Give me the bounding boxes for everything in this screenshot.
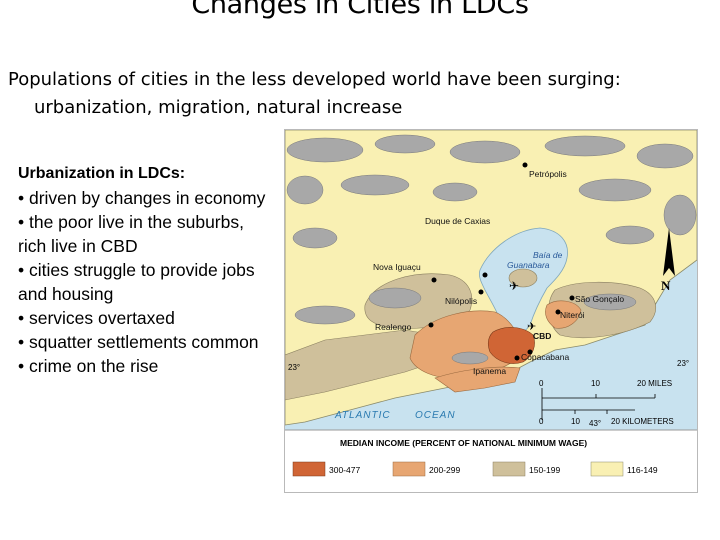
- legend-items: 300-477 200-299 150-199 116-149: [292, 461, 658, 477]
- intro-line-1: Populations of cities in the less develo…: [8, 69, 621, 90]
- label-copacabana: Copacabana: [521, 352, 569, 362]
- legend-label: 150-199: [529, 465, 560, 475]
- page-title: Changes in Cities in LDCs: [191, 0, 529, 20]
- scale-miles-10: 10: [591, 379, 600, 388]
- mountain-areas: [286, 134, 697, 365]
- intro-text: Populations of cities in the less develo…: [8, 66, 713, 122]
- label-ipanema: Ipanema: [473, 366, 506, 376]
- latitude-left: 23°: [288, 363, 300, 372]
- label-ocean-1: ATLANTIC: [334, 410, 391, 421]
- scale-bar: [541, 388, 656, 420]
- scale-km-0: 0: [539, 417, 544, 426]
- intro-line-2: urbanization, migration, natural increas…: [34, 97, 403, 118]
- legend-panel: [285, 430, 697, 492]
- legend-label: 116-149: [627, 465, 658, 475]
- label-cbd: CBD: [533, 331, 551, 341]
- label-realengo: Realengo: [375, 322, 412, 332]
- bullet-item: • squatter settlements common: [18, 332, 259, 352]
- zone-200-299-south: [434, 366, 521, 393]
- bullet-list: Urbanization in LDCs: • driven by change…: [18, 162, 268, 378]
- bullet-item: • cities struggle to provide jobs and ho…: [18, 260, 255, 304]
- city-dots: [428, 162, 575, 361]
- bullet-heading: Urbanization in LDCs:: [18, 165, 186, 182]
- longitude-mark: 43°: [589, 419, 601, 428]
- label-nova-iguacu: Nova Iguaçu: [373, 262, 421, 272]
- latitude-right: 23°: [677, 359, 689, 368]
- rio-income-map: ✈ ✈ Petrópolis Duque de Caxias Nova Igua…: [284, 129, 698, 493]
- legend-swatch: [292, 461, 326, 477]
- legend-label: 300-477: [329, 465, 360, 475]
- label-petropolis: Petrópolis: [529, 169, 567, 179]
- bullet-item: • crime on the rise: [18, 356, 159, 376]
- zone-200-299-niteroi: [545, 300, 582, 329]
- scale-miles-20: 20 MILES: [637, 379, 672, 388]
- scale-km-20: 20 KILOMETERS: [611, 417, 674, 426]
- legend-swatch: [590, 461, 624, 477]
- bullet-item: • driven by changes in economy: [18, 188, 266, 208]
- label-niteroi: Niterói: [560, 310, 585, 320]
- scale-km-10: 10: [571, 417, 580, 426]
- legend-title: MEDIAN INCOME (PERCENT OF NATIONAL MINIM…: [340, 438, 587, 448]
- legend-swatch: [392, 461, 426, 477]
- airport-icon: ✈: [509, 279, 519, 293]
- label-duque-de-caxias: Duque de Caxias: [425, 216, 490, 226]
- north-arrow-icon: N: [661, 228, 675, 293]
- svg-text:N: N: [661, 278, 671, 293]
- label-ocean-2: OCEAN: [415, 410, 456, 421]
- label-bay-2: Guanabara: [507, 260, 550, 270]
- scale-miles-0: 0: [539, 379, 544, 388]
- label-sao-goncalo: São Gonçalo: [575, 294, 624, 304]
- label-nilopolis: Nilópolis: [445, 296, 477, 306]
- legend-label: 200-299: [429, 465, 460, 475]
- bullet-item: • services overtaxed: [18, 308, 175, 328]
- airport-icon: ✈: [527, 321, 536, 333]
- label-bay-1: Baía de: [533, 250, 563, 260]
- bullet-item: • the poor live in the suburbs, rich liv…: [18, 212, 244, 256]
- bay-island: [508, 268, 538, 288]
- legend-swatch: [492, 461, 526, 477]
- zone-150-199-east: [548, 281, 657, 339]
- zone-300-477: [488, 327, 535, 364]
